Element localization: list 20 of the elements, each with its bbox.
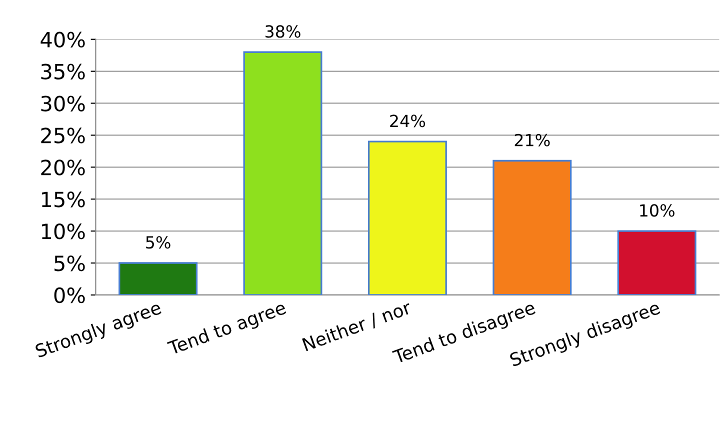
data-label: 38% <box>266 25 300 38</box>
y-tick-label: 0% <box>54 287 85 304</box>
y-tick-label: 35% <box>41 64 85 80</box>
bar <box>118 262 198 295</box>
x-tick-label: Tend to agree <box>166 300 288 358</box>
data-label: 21% <box>514 134 550 146</box>
data-label: 5% <box>146 236 170 249</box>
y-tick-label: 5% <box>54 255 85 272</box>
y-tick-label: 10% <box>42 224 85 240</box>
y-tick-label: 30% <box>41 96 85 112</box>
y-tick-label: 40% <box>40 32 85 48</box>
bar <box>243 51 322 295</box>
bar <box>368 140 447 295</box>
bar <box>492 160 572 295</box>
data-label: 10% <box>640 204 674 217</box>
y-tick-label: 20% <box>41 160 85 176</box>
y-tick-label: 15% <box>42 192 85 208</box>
data-label: 24% <box>390 114 426 128</box>
bar <box>617 230 696 295</box>
y-tick-label: 25% <box>41 128 85 144</box>
